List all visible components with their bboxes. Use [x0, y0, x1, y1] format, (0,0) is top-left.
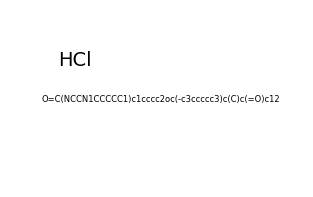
Text: HCl: HCl	[59, 51, 92, 70]
Text: O=C(NCCN1CCCCC1)c1cccc2oc(-c3ccccc3)c(C)c(=O)c12: O=C(NCCN1CCCCC1)c1cccc2oc(-c3ccccc3)c(C)…	[41, 95, 280, 104]
